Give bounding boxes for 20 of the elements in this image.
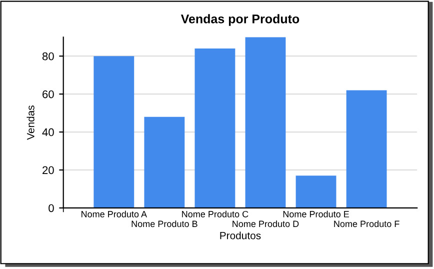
x-tick-label: Nome Produto F — [334, 220, 400, 228]
bar — [194, 48, 236, 208]
y-tick-label: 80 — [42, 52, 54, 60]
x-tick-label: Nome Produto B — [132, 220, 198, 228]
y-tick-label: 60 — [42, 90, 54, 98]
y-tick-label: 0 — [48, 204, 54, 212]
x-tick-label: Nome Produto A — [82, 210, 147, 218]
bar — [245, 37, 286, 208]
x-tick-label: Nome Produto D — [232, 220, 299, 228]
y-tick-label: 40 — [42, 128, 54, 136]
x-tick-label: Nome Produto E — [283, 210, 349, 218]
bar — [94, 56, 134, 208]
y-axis-title: Vendas — [26, 106, 34, 140]
y-tick-label: 20 — [42, 166, 54, 174]
chart-title: Vendas por Produto — [180, 14, 300, 26]
bar — [144, 116, 185, 208]
bar — [346, 90, 387, 208]
bar — [296, 176, 336, 208]
x-axis-title: Produtos — [220, 232, 261, 240]
x-tick-label: Nome Produto C — [182, 210, 248, 218]
